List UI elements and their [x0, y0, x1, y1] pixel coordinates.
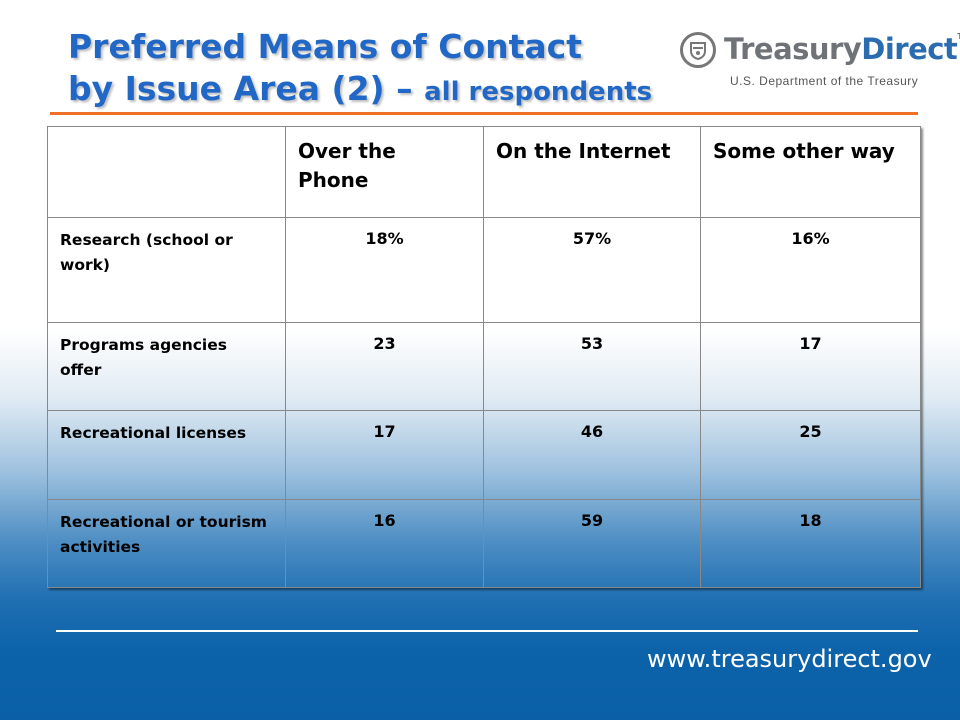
title-line-1: Preferred Means of Contact	[68, 27, 583, 66]
table-row: Research (school or work) 18% 57% 16%	[47, 217, 921, 323]
cell-other: 25	[700, 410, 921, 500]
cell-other: 16%	[700, 217, 921, 323]
row-label: Research (school or work)	[47, 217, 286, 323]
contact-preference-table: Over the Phone On the Internet Some othe…	[47, 126, 921, 588]
cell-phone: 23	[285, 322, 484, 411]
footer-url: www.treasurydirect.gov	[647, 645, 932, 673]
cell-phone: 17	[285, 410, 484, 500]
logo-word-treasury: Treasury	[724, 32, 862, 66]
treasury-seal-icon	[680, 32, 716, 68]
cell-internet: 53	[483, 322, 701, 411]
table-row: Programs agencies offer 23 53 17	[47, 322, 921, 411]
title-line-2-small: all respondents	[424, 77, 653, 107]
cell-phone: 18%	[285, 217, 484, 323]
cell-internet: 46	[483, 410, 701, 500]
column-header-other: Some other way	[700, 126, 921, 218]
cell-internet: 57%	[483, 217, 701, 323]
cell-other: 17	[700, 322, 921, 411]
logo-wordmark: TreasuryDirectTM	[724, 32, 960, 66]
cell-other: 18	[700, 499, 921, 588]
row-label: Programs agencies offer	[47, 322, 286, 411]
table-row: Recreational or tourism activities 16 59…	[47, 499, 921, 588]
column-header-internet: On the Internet	[483, 126, 701, 218]
footer-divider	[56, 630, 918, 632]
title-line-2: by Issue Area (2) – all respondents	[68, 68, 652, 116]
slide-title: Preferred Means of Contact by Issue Area…	[68, 26, 652, 116]
cell-internet: 59	[483, 499, 701, 588]
table-row: Recreational licenses 17 46 25	[47, 410, 921, 500]
logo-trademark: TM	[957, 32, 960, 41]
column-header-phone: Over the Phone	[285, 126, 484, 218]
table-header-row: Over the Phone On the Internet Some othe…	[47, 126, 921, 218]
row-label: Recreational or tourism activities	[47, 499, 286, 588]
treasury-direct-logo: TreasuryDirectTM U.S. Department of the …	[680, 28, 960, 94]
title-line-2-main: by Issue Area (2) –	[68, 69, 425, 108]
title-divider	[50, 112, 918, 115]
cell-phone: 16	[285, 499, 484, 588]
logo-subtitle: U.S. Department of the Treasury	[730, 74, 919, 88]
header-corner-cell	[47, 126, 286, 218]
row-label: Recreational licenses	[47, 410, 286, 500]
logo-word-direct: Direct	[861, 32, 958, 66]
